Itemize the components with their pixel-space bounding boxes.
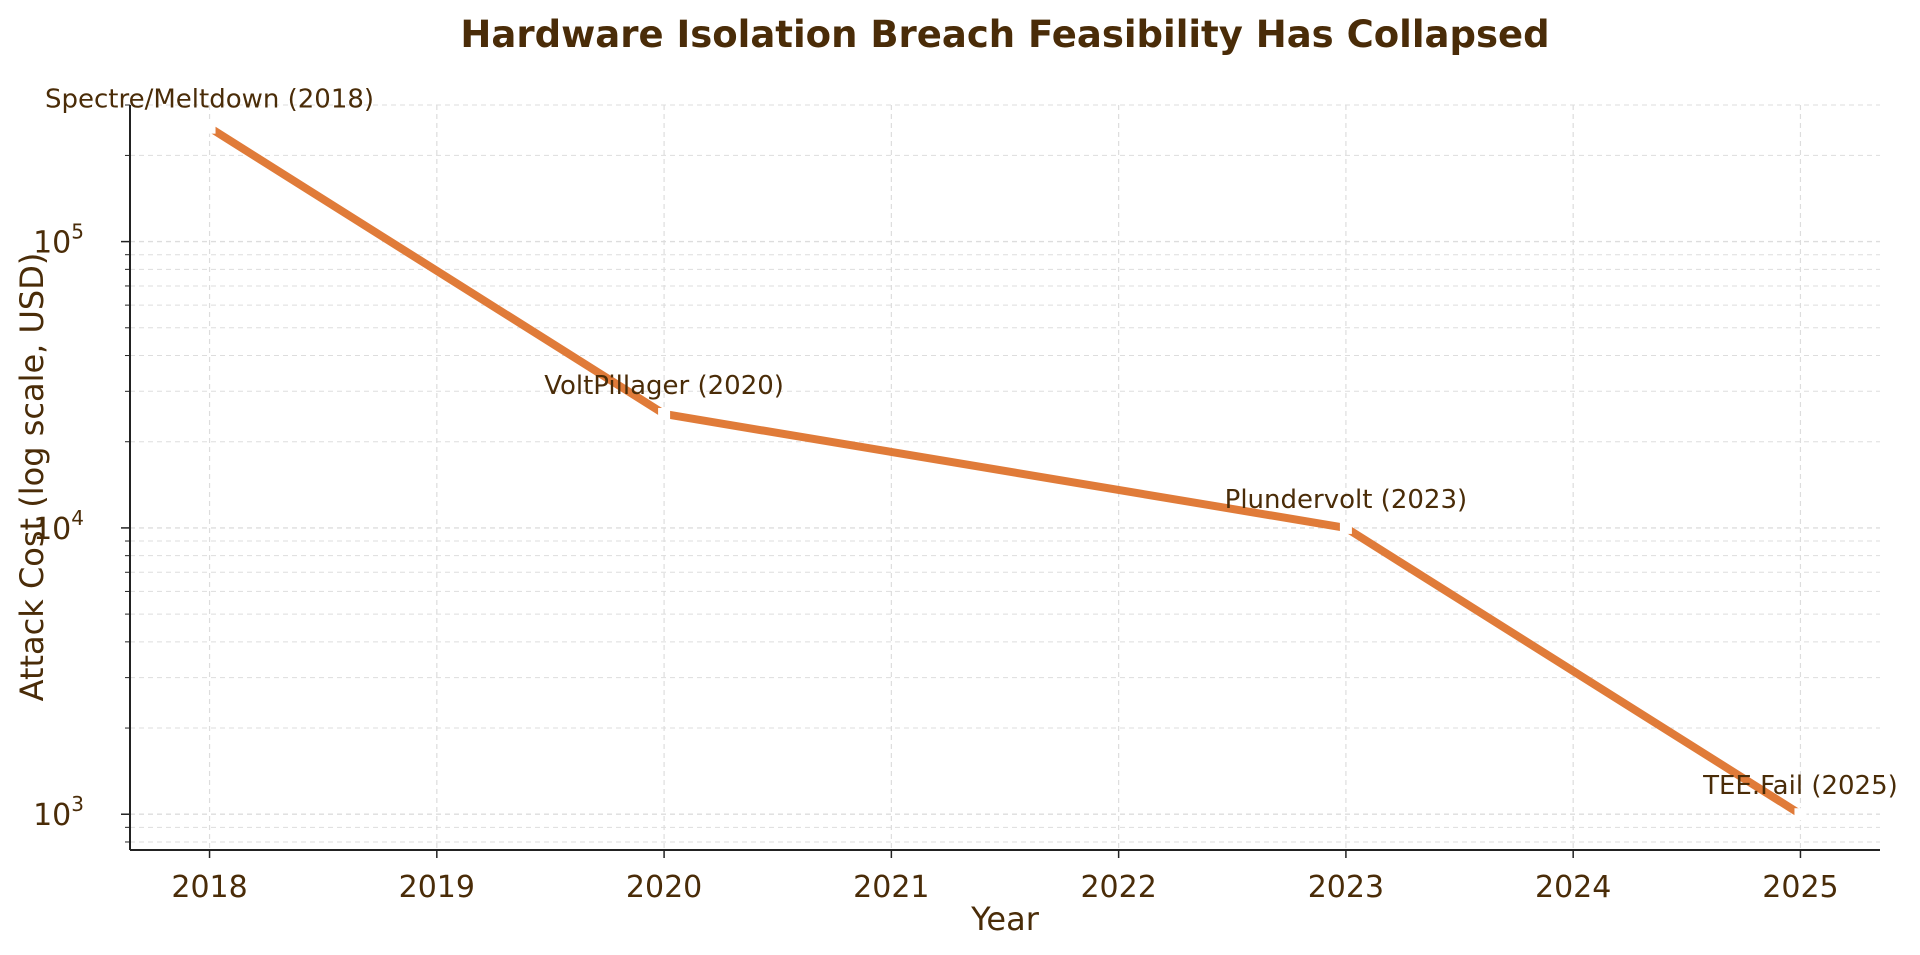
series-layer [205, 123, 1805, 819]
x-tick-label: 2021 [853, 870, 929, 905]
grid-layer [130, 104, 1880, 850]
x-tick-label: 2024 [1535, 870, 1611, 905]
y-tick-exponent: 4 [71, 506, 84, 530]
annotation-label: Spectre/Meltdown (2018) [45, 85, 374, 115]
y-tick-label: 103 [33, 792, 84, 833]
annotation-label: VoltPillager (2020) [544, 371, 784, 401]
y-axis-label: Attack Cost (log scale, USD) [13, 253, 51, 702]
y-tick-exponent: 3 [71, 792, 84, 816]
annotation-marker [1339, 521, 1352, 534]
annotation-marker [1794, 808, 1807, 821]
x-tick-label: 2023 [1308, 870, 1384, 905]
x-tick-label: 2018 [171, 870, 247, 905]
annotation-label: TEE.Fail (2025) [1702, 771, 1898, 801]
annotation-label: Plundervolt (2023) [1225, 485, 1467, 515]
axes-layer [129, 105, 1880, 851]
x-tick-label: 2020 [626, 870, 702, 905]
annotations-layer: Spectre/Meltdown (2018) VoltPillager (202… [45, 85, 1898, 821]
y-tick-exponent: 5 [71, 220, 84, 244]
x-tick-label: 2019 [399, 870, 475, 905]
x-axis-label: Year [970, 900, 1040, 938]
x-tick-label: 2025 [1762, 870, 1838, 905]
series-line [207, 124, 1803, 818]
annotation-marker [203, 121, 216, 134]
chart-title: Hardware Isolation Breach Feasibility Ha… [460, 13, 1549, 56]
annotation-marker [658, 407, 671, 420]
x-tick-label: 2022 [1080, 870, 1156, 905]
ticks-layer: 2018 2019 2020 2021 2022 2023 2024 202510310410… [33, 104, 1839, 905]
